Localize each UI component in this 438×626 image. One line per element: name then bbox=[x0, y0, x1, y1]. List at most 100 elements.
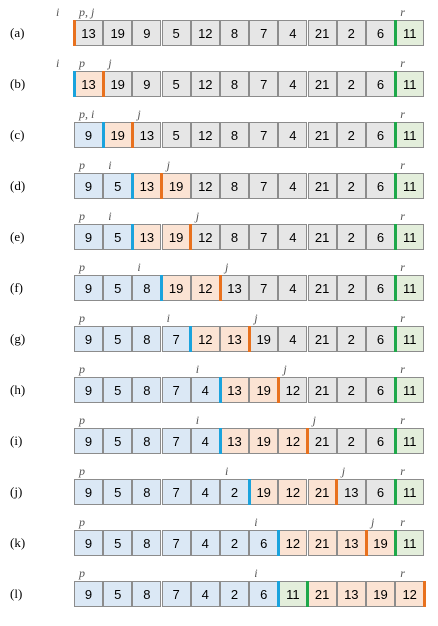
row-label: (c) bbox=[10, 127, 25, 142]
array-cell: 12 bbox=[278, 530, 308, 556]
green-boundary-marker bbox=[393, 173, 397, 199]
array-cell: 13 bbox=[74, 20, 103, 46]
array-cell: 12 bbox=[278, 479, 308, 505]
array-cell: 13 bbox=[132, 173, 162, 199]
green-boundary-marker bbox=[393, 326, 397, 352]
array-cell: 6 bbox=[366, 173, 395, 199]
array-cell: 2 bbox=[336, 377, 366, 403]
orange-boundary-marker bbox=[276, 377, 280, 403]
green-boundary-marker bbox=[393, 71, 397, 97]
array-cell: 21 bbox=[307, 173, 337, 199]
array-cell: 2 bbox=[336, 275, 366, 301]
array-cell: 5 bbox=[161, 20, 191, 46]
array-cell: 4 bbox=[190, 530, 220, 556]
array-cell: 6 bbox=[366, 377, 395, 403]
array-cell: 9 bbox=[74, 275, 103, 301]
array-cell: 11 bbox=[395, 530, 425, 556]
index-label: i bbox=[254, 515, 258, 529]
array-cell: 8 bbox=[132, 530, 162, 556]
index-label: r bbox=[400, 209, 405, 223]
array-cell: 7 bbox=[249, 122, 279, 148]
blue-boundary-marker bbox=[218, 428, 222, 454]
array-cell: 7 bbox=[161, 377, 191, 403]
array-cell: 12 bbox=[190, 275, 220, 301]
array-cell: 21 bbox=[307, 275, 337, 301]
orange-boundary-marker bbox=[247, 326, 251, 352]
row-label: (j) bbox=[10, 484, 23, 499]
array-cell: 11 bbox=[395, 377, 425, 403]
index-label: i bbox=[137, 260, 141, 274]
index-label: r bbox=[400, 56, 405, 70]
index-label: j bbox=[371, 515, 375, 529]
index-label: i bbox=[108, 209, 112, 223]
array-cell: 8 bbox=[220, 173, 249, 199]
array-cell: 2 bbox=[336, 326, 366, 352]
array-cell: 8 bbox=[220, 71, 249, 97]
array-cell: 13 bbox=[132, 122, 162, 148]
array-cell: 19 bbox=[249, 428, 279, 454]
blue-boundary-marker bbox=[130, 224, 134, 250]
array-cell: 4 bbox=[190, 581, 220, 607]
row-label: (k) bbox=[10, 535, 26, 550]
array-cell: 8 bbox=[132, 326, 162, 352]
array-cell: 12 bbox=[190, 122, 220, 148]
array-cell: 4 bbox=[278, 326, 308, 352]
array-cell: 12 bbox=[190, 224, 220, 250]
array-cell: 19 bbox=[366, 530, 395, 556]
array-cell: 6 bbox=[366, 326, 395, 352]
row-label: (g) bbox=[10, 331, 26, 346]
orange-boundary-marker bbox=[422, 581, 426, 607]
array-cell: 11 bbox=[395, 479, 425, 505]
array-cell: 5 bbox=[103, 581, 133, 607]
array-cell: 7 bbox=[249, 224, 279, 250]
array-cell: 8 bbox=[132, 377, 162, 403]
array-cell: 11 bbox=[395, 428, 425, 454]
orange-boundary-marker bbox=[101, 71, 105, 97]
array-cell: 8 bbox=[132, 428, 162, 454]
index-label: j bbox=[225, 260, 229, 274]
array-cell: 9 bbox=[74, 581, 103, 607]
blue-boundary-marker bbox=[160, 275, 164, 301]
array-cell: 2 bbox=[336, 173, 366, 199]
array-cell: 6 bbox=[366, 122, 395, 148]
index-label: j bbox=[137, 107, 141, 121]
index-label: r bbox=[400, 464, 405, 478]
index-label: i bbox=[225, 464, 229, 478]
array-cell: 4 bbox=[190, 428, 220, 454]
array-cell: 12 bbox=[190, 326, 220, 352]
array-cell: 6 bbox=[366, 71, 395, 97]
array-cell: 8 bbox=[132, 275, 162, 301]
index-label: p bbox=[79, 56, 85, 70]
array-cell: 19 bbox=[103, 71, 133, 97]
index-label: p bbox=[79, 515, 85, 529]
array-cell: 2 bbox=[336, 71, 366, 97]
array-cell: 7 bbox=[249, 20, 279, 46]
array-cell: 7 bbox=[249, 275, 279, 301]
index-label: r bbox=[400, 413, 405, 427]
array-cell: 9 bbox=[74, 224, 103, 250]
blue-boundary-marker bbox=[101, 122, 105, 148]
array-cell: 21 bbox=[307, 479, 337, 505]
array-cell: 12 bbox=[278, 377, 308, 403]
array-cell: 5 bbox=[103, 377, 133, 403]
row-label: (f) bbox=[10, 280, 23, 295]
index-label: p bbox=[79, 158, 85, 172]
array-cell: 8 bbox=[220, 20, 249, 46]
array-cell: 11 bbox=[395, 173, 425, 199]
green-boundary-marker bbox=[306, 581, 310, 607]
green-boundary-marker bbox=[393, 377, 397, 403]
index-label: p bbox=[79, 464, 85, 478]
array-cell: 21 bbox=[307, 71, 337, 97]
array-cell: 5 bbox=[103, 428, 133, 454]
index-label: p, i bbox=[79, 107, 95, 121]
array-cell: 6 bbox=[366, 428, 395, 454]
index-label: i bbox=[166, 311, 170, 325]
array-cell: 7 bbox=[161, 530, 191, 556]
green-boundary-marker bbox=[393, 479, 397, 505]
array-cell: 11 bbox=[395, 20, 425, 46]
array-cell: 9 bbox=[74, 377, 103, 403]
array-cell: 21 bbox=[307, 530, 337, 556]
index-label: r bbox=[400, 515, 405, 529]
array-cell: 6 bbox=[366, 224, 395, 250]
row-label: (a) bbox=[10, 25, 25, 40]
